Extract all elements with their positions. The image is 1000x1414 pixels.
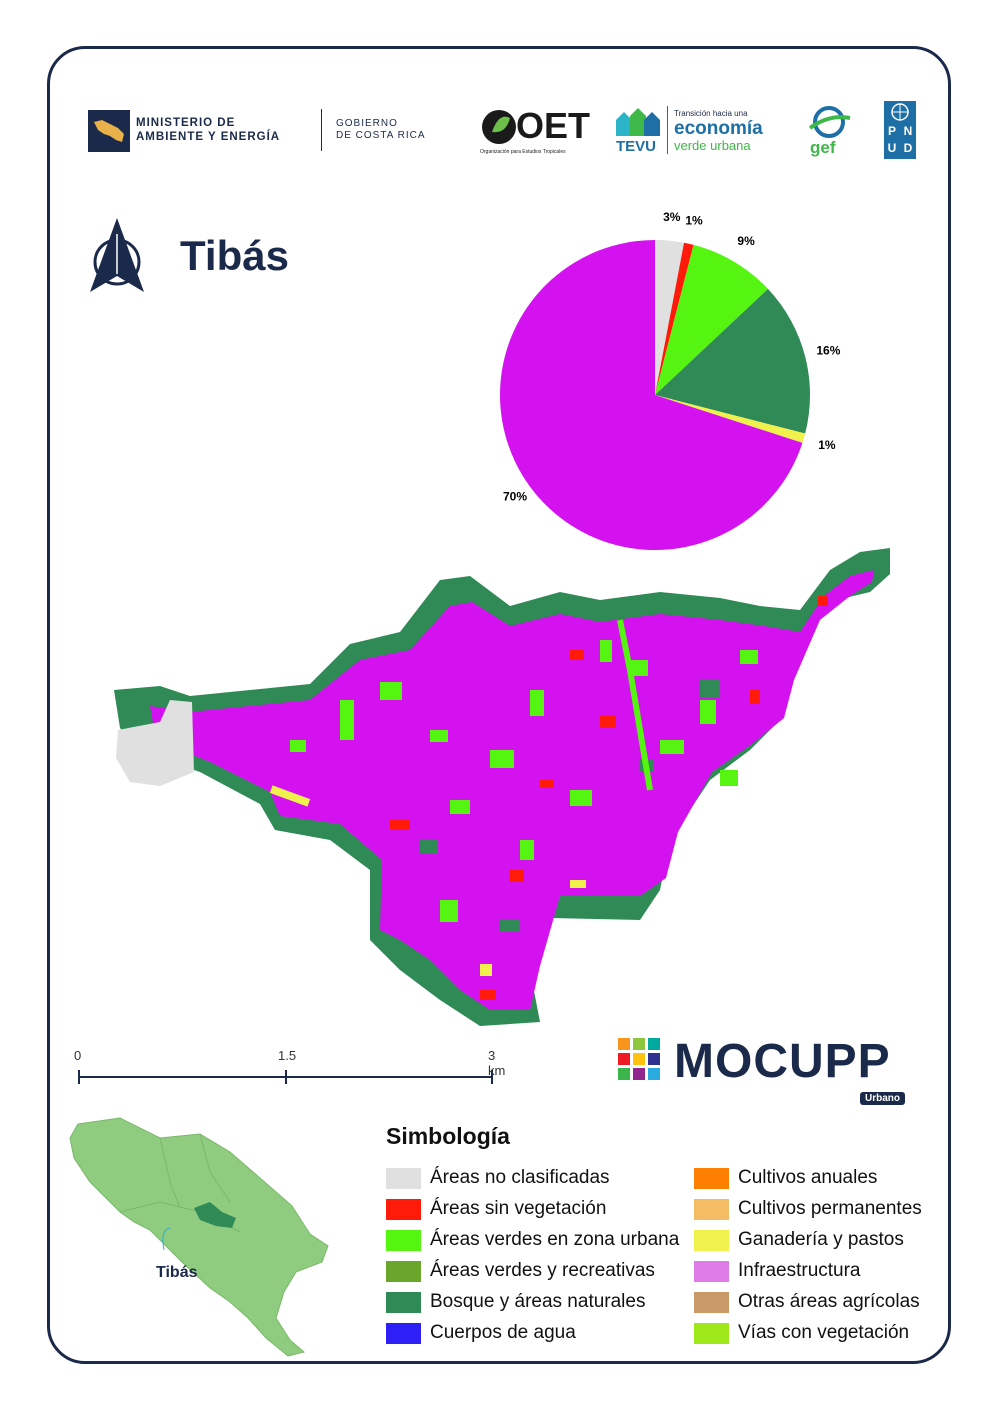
scale-label-0: 0: [74, 1048, 82, 1063]
un-emblem-icon: [891, 103, 909, 121]
legend-label: Cuerpos de agua: [430, 1322, 576, 1343]
legend-label: Áreas sin vegetación: [430, 1198, 607, 1219]
ministry-line-2: AMBIENTE Y ENERGÍA: [136, 131, 281, 143]
legend-label: Infraestructura: [738, 1260, 861, 1281]
pie-slice-label: 70%: [503, 490, 527, 504]
legend-item: Áreas verdes en zona urbana: [386, 1228, 692, 1252]
legend-swatch: [386, 1198, 421, 1220]
oet-name: OET: [516, 105, 591, 146]
map-pasture-patches: [269, 785, 586, 976]
land-use-pie-chart: 3% 1% 9% 16% 1% 70%: [499, 210, 841, 550]
gef-name: gef: [810, 138, 836, 157]
mocupp-name: MOCUPP: [674, 1035, 891, 1088]
legend-item: Cultivos permanentes: [694, 1197, 938, 1221]
pnud-letter-n: N: [903, 124, 913, 138]
legend-label: Bosque y áreas naturales: [430, 1291, 646, 1312]
legend-item: Otras áreas agrícolas: [694, 1290, 938, 1314]
north-arrow-icon: [86, 216, 148, 296]
pie-slice-label: 3%: [663, 210, 681, 224]
legend-swatch: [694, 1229, 729, 1251]
legend-label: Áreas verdes y recreativas: [430, 1260, 655, 1281]
scale-bar: 0 1.5 3 km: [74, 1048, 505, 1088]
legend-item: Bosque y áreas naturales: [386, 1290, 692, 1314]
pnud-letter-p: P: [887, 124, 896, 138]
legend-swatch: [694, 1260, 729, 1282]
ministry-name: MINISTERIO DE AMBIENTE Y ENERGÍA: [136, 116, 280, 144]
legend-item: Cuerpos de agua: [386, 1321, 692, 1345]
legend-item: Áreas no clasificadas: [386, 1166, 692, 1190]
legend-swatch: [694, 1198, 729, 1220]
pnud-letter-u: U: [887, 141, 897, 155]
pnud-logo: P N U D: [884, 101, 916, 159]
tevu-line-1: economía: [674, 118, 763, 139]
pie-slice: [655, 288, 810, 434]
costa-rica-inset-map: [69, 1117, 329, 1357]
map-green-corridor: [617, 619, 653, 791]
legend-label: Áreas no clasificadas: [430, 1167, 610, 1188]
legend-swatch: [386, 1167, 421, 1189]
mocupp-badge: Urbano: [860, 1092, 905, 1105]
mocupp-logo: MOCUPP Urbano: [618, 1035, 918, 1110]
pie-slice-label: 1%: [818, 438, 836, 452]
legend-label: Áreas verdes en zona urbana: [430, 1229, 680, 1250]
legend-swatch: [694, 1167, 729, 1189]
map-unclassified-area: [116, 700, 194, 786]
legend-column-left: Áreas no clasificadas Áreas sin vegetaci…: [386, 1166, 692, 1345]
government-name: GOBIERNO DE COSTA RICA: [336, 118, 426, 142]
legend-column-right: Cultivos anuales Cultivos permanentes Ga…: [694, 1166, 938, 1345]
pie-slice: [655, 395, 806, 443]
pie-slice-label: 9%: [737, 234, 755, 248]
ministry-line-1: MINISTERIO DE: [136, 117, 236, 129]
pnud-letter-d: D: [903, 141, 913, 155]
legend-label: Otras áreas agrícolas: [738, 1291, 920, 1312]
oet-logo: OET Organización para Estudios Tropicale…: [480, 106, 590, 160]
map-bare-ground-patches: [390, 596, 828, 1000]
legend-swatch: [694, 1322, 729, 1344]
legend-title: Simbología: [386, 1123, 510, 1149]
legend-swatch: [386, 1322, 421, 1344]
government-line-1: GOBIERNO: [336, 118, 398, 129]
pie-slice: [499, 239, 803, 550]
tevu-name: TEVU: [616, 138, 657, 155]
legend-label: Cultivos anuales: [738, 1167, 878, 1188]
pie-slice-label: 16%: [816, 344, 840, 358]
page-frame: [47, 46, 951, 1364]
legend-swatch: [694, 1291, 729, 1313]
legend-item: Áreas verdes y recreativas: [386, 1259, 692, 1283]
map-forest-patches: [420, 680, 720, 932]
tibas-land-use-map: [114, 548, 890, 1026]
ministry-logo: [88, 110, 130, 152]
tevu-tagline: Transición hacia una: [674, 109, 748, 118]
inset-label: Tibás: [156, 1264, 198, 1281]
legend-item: Infraestructura: [694, 1259, 938, 1283]
legend-swatch: [386, 1291, 421, 1313]
legend-label: Cultivos permanentes: [738, 1198, 922, 1219]
gef-globe-icon: [808, 106, 851, 138]
legend-item: Cultivos anuales: [694, 1166, 938, 1190]
oet-leaf-icon: [482, 110, 516, 144]
tevu-line-2: verde urbana: [674, 138, 751, 153]
map-urban-green-patches: [290, 640, 758, 922]
pie-slice-label: 1%: [685, 213, 703, 227]
page-title: Tibás: [180, 232, 289, 279]
legend-swatch: [386, 1260, 421, 1282]
pie-slice: [655, 244, 768, 395]
gef-logo: gef: [804, 104, 854, 158]
mocupp-grid-icon: [618, 1038, 660, 1080]
tevu-houses-icon: [616, 108, 660, 136]
scale-label-mid: 1.5: [278, 1048, 297, 1063]
government-line-2: DE COSTA RICA: [336, 130, 426, 141]
legend-label: Vías con vegetación: [738, 1322, 910, 1343]
oet-subtitle: Organización para Estudios Tropicales: [480, 149, 566, 155]
legend-swatch: [386, 1229, 421, 1251]
pie-slice: [655, 242, 694, 395]
header-divider: [321, 109, 322, 151]
tevu-logo: TEVU Transición hacia una economía verde…: [614, 106, 774, 156]
legend-item: Áreas sin vegetación: [386, 1197, 692, 1221]
pie-slice: [655, 240, 685, 395]
legend-item: Vías con vegetación: [694, 1321, 938, 1345]
legend-label: Ganadería y pastos: [738, 1229, 904, 1250]
legend-item: Ganadería y pastos: [694, 1228, 938, 1252]
map-urban-infrastructure: [150, 570, 874, 1010]
